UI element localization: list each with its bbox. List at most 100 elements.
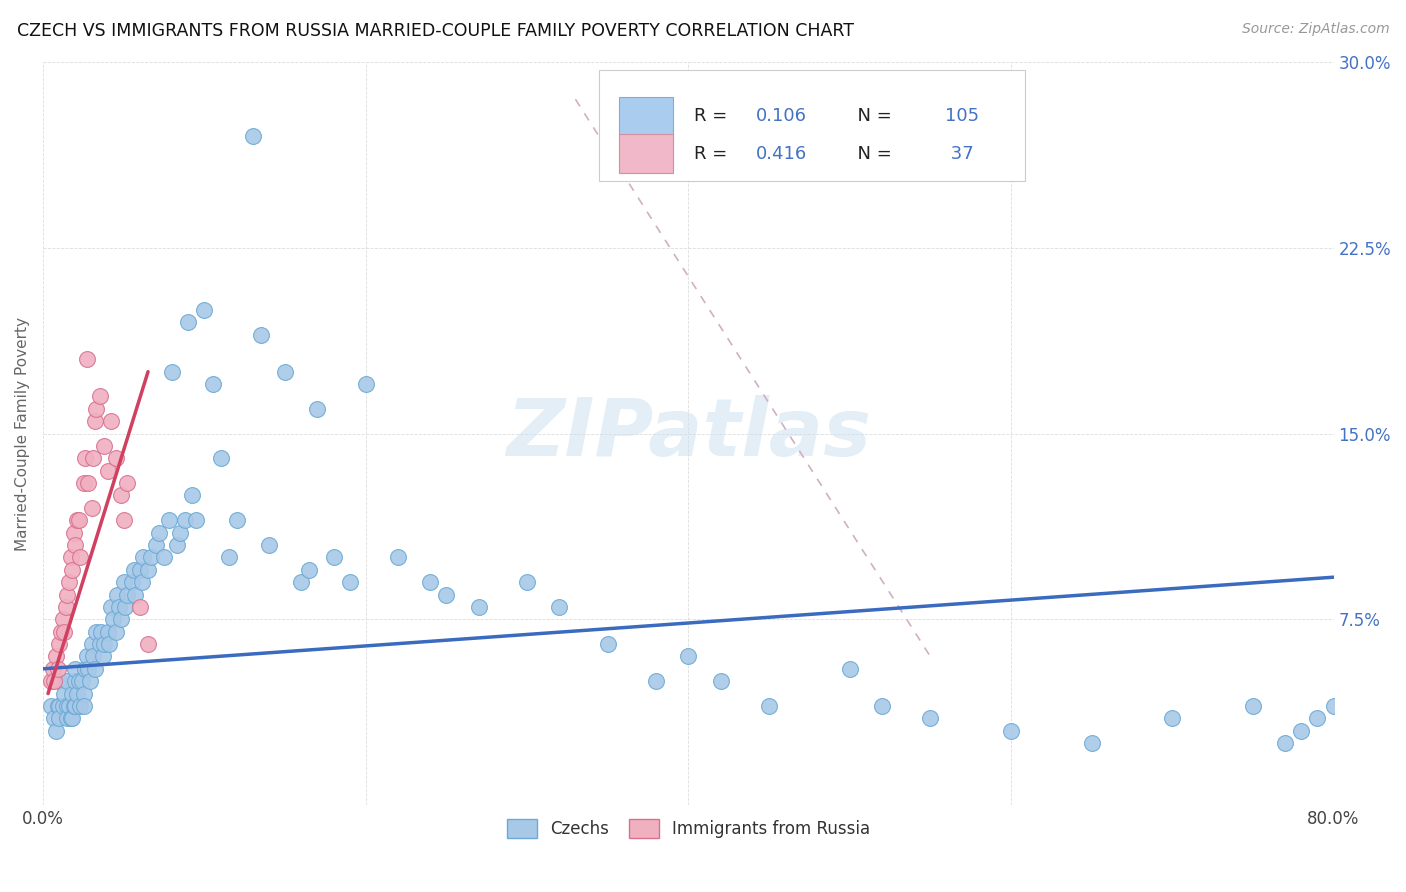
Point <box>56 588 79 602</box>
Point <box>104 624 127 639</box>
Point <box>83 662 105 676</box>
Point <box>100 599 122 614</box>
Point <box>838 662 860 676</box>
Point <box>59 711 82 725</box>
Point <box>56 674 79 689</box>
Point <box>82 451 104 466</box>
Legend: Czechs, Immigrants from Russia: Czechs, Immigrants from Russia <box>501 813 877 845</box>
Point <box>257 538 280 552</box>
Point <box>148 525 170 540</box>
Point <box>58 698 80 713</box>
Point <box>1291 723 1313 738</box>
Text: R =: R = <box>693 107 733 126</box>
Text: ZIPatlas: ZIPatlas <box>506 394 870 473</box>
Point <box>45 723 67 738</box>
Point <box>124 588 146 602</box>
Text: Source: ZipAtlas.com: Source: ZipAtlas.com <box>1241 22 1389 37</box>
Point <box>105 588 128 602</box>
Text: 105: 105 <box>945 107 979 126</box>
Point <box>129 563 152 577</box>
Point <box>80 637 103 651</box>
Point <box>97 464 120 478</box>
Point <box>86 624 108 639</box>
Point <box>112 513 135 527</box>
Point <box>39 698 62 713</box>
Point <box>129 599 152 614</box>
Point <box>1161 711 1184 725</box>
Point <box>48 637 70 651</box>
Point <box>193 302 215 317</box>
Point <box>75 451 97 466</box>
Point <box>67 674 90 689</box>
Point <box>58 575 80 590</box>
Point <box>678 649 700 664</box>
Point <box>1306 711 1329 725</box>
Point <box>86 401 108 416</box>
Point <box>93 439 115 453</box>
Point <box>70 674 93 689</box>
Point <box>136 563 159 577</box>
Point <box>596 637 619 651</box>
Point <box>180 488 202 502</box>
Point <box>322 550 344 565</box>
Point <box>242 129 264 144</box>
Point <box>65 538 87 552</box>
Point <box>1080 736 1102 750</box>
Point <box>63 698 86 713</box>
Point <box>209 451 232 466</box>
Point <box>201 377 224 392</box>
Point <box>169 525 191 540</box>
Point <box>108 599 131 614</box>
Point <box>46 698 69 713</box>
Point <box>132 550 155 565</box>
Point <box>290 575 312 590</box>
Point <box>69 550 91 565</box>
Point <box>166 538 188 552</box>
Point <box>870 698 893 713</box>
Text: N =: N = <box>846 145 897 162</box>
Point <box>45 649 67 664</box>
Point <box>548 599 571 614</box>
Point <box>44 711 66 725</box>
Point <box>69 698 91 713</box>
Point <box>46 662 69 676</box>
FancyBboxPatch shape <box>619 134 673 173</box>
Point <box>56 711 79 725</box>
Point <box>65 662 87 676</box>
Point <box>100 414 122 428</box>
Point <box>274 365 297 379</box>
Point <box>153 550 176 565</box>
Text: R =: R = <box>693 145 733 162</box>
Point <box>1000 723 1022 738</box>
Point <box>110 612 132 626</box>
Point <box>516 575 538 590</box>
Point <box>77 476 100 491</box>
Point <box>53 687 76 701</box>
Point <box>307 401 329 416</box>
Point <box>82 649 104 664</box>
Point <box>419 575 441 590</box>
Point <box>66 513 89 527</box>
Point <box>145 538 167 552</box>
Point <box>56 698 79 713</box>
Point <box>101 612 124 626</box>
Point <box>758 698 780 713</box>
Point <box>114 599 136 614</box>
Point <box>186 513 208 527</box>
Point <box>98 637 121 651</box>
Point <box>250 327 273 342</box>
Point <box>298 563 321 577</box>
FancyBboxPatch shape <box>619 97 673 136</box>
Point <box>49 624 72 639</box>
Point <box>65 698 87 713</box>
Point <box>115 476 138 491</box>
Point <box>91 649 114 664</box>
Text: 37: 37 <box>945 145 974 162</box>
Point <box>1322 698 1344 713</box>
Point <box>55 599 77 614</box>
Point <box>63 525 86 540</box>
Text: 0.416: 0.416 <box>755 145 807 162</box>
Point <box>110 488 132 502</box>
Point <box>218 550 240 565</box>
Point <box>76 352 98 367</box>
